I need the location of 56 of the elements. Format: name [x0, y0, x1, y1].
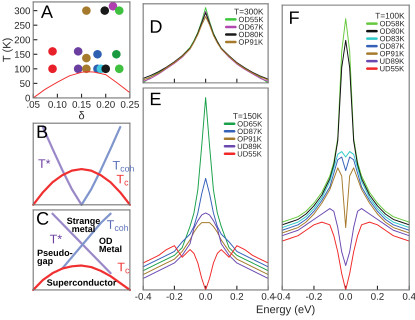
x-tick-label: 0.4	[262, 292, 275, 300]
y-tick-label: 200	[14, 36, 30, 44]
point	[93, 50, 102, 59]
x-tick-label: 0.10	[48, 100, 66, 108]
x-tick-label: -0.4	[274, 292, 290, 300]
y-axis-title: T (K)	[2, 38, 13, 62]
annotation: A	[40, 5, 53, 18]
legend-title: T=300K	[234, 8, 264, 15]
y-tick-label: 150	[14, 51, 30, 58]
annotation: T$_{c}$	[118, 262, 130, 274]
x-tick-label: 0.25	[120, 100, 139, 108]
x-tick-label: 0.2	[230, 292, 244, 300]
annotation: T$_{coh}$	[106, 220, 128, 231]
annotation: Strange metal	[66, 218, 100, 232]
x-tick-label: 0.20	[96, 100, 115, 108]
x-tick-label: .05	[27, 100, 40, 108]
x-tick-label: 0.15	[72, 100, 91, 108]
point	[114, 6, 124, 15]
point	[48, 64, 57, 74]
annotation: OD Metal	[99, 238, 122, 252]
annotation: B	[38, 125, 48, 138]
annotation: F	[290, 11, 299, 24]
point	[82, 54, 91, 62]
annotation: E	[150, 92, 161, 106]
y-tick-label: 250	[14, 22, 30, 29]
annotation: T$_{c}$	[116, 174, 128, 186]
x-axis-title: Energy (eV)	[256, 305, 315, 316]
annotation: Pseudo- gap	[37, 249, 72, 266]
legend-title: T=100K	[375, 12, 405, 19]
x-tick-label: -0.2	[166, 292, 182, 300]
x-tick-label: -0.2	[306, 292, 322, 300]
point	[100, 6, 110, 15]
y-tick-label: 100	[14, 66, 30, 72]
point	[74, 47, 82, 56]
y-tick-label: 50	[20, 80, 30, 87]
point	[114, 64, 124, 74]
x-tick-label: 0.0	[339, 292, 352, 300]
annotation: C	[37, 212, 48, 225]
point	[108, 2, 118, 11]
x-axis-title: δ	[78, 111, 84, 120]
legend-title: T=150K	[233, 112, 262, 119]
x-tick-label: 0.2	[371, 292, 384, 300]
annotation: D	[150, 20, 162, 33]
annotation: T*	[50, 234, 62, 244]
point	[101, 64, 110, 74]
y-tick-label: 0	[25, 94, 30, 102]
x-tick-label: 0.0	[199, 292, 212, 300]
x-tick-label: -0.4	[135, 292, 152, 300]
point	[48, 47, 57, 56]
point	[112, 50, 121, 59]
annotation: T*	[38, 159, 50, 168]
point	[82, 64, 91, 74]
point	[74, 64, 82, 74]
point	[82, 6, 91, 15]
y-tick-label: 300	[14, 7, 30, 14]
annotation: Superconductor	[46, 279, 116, 288]
